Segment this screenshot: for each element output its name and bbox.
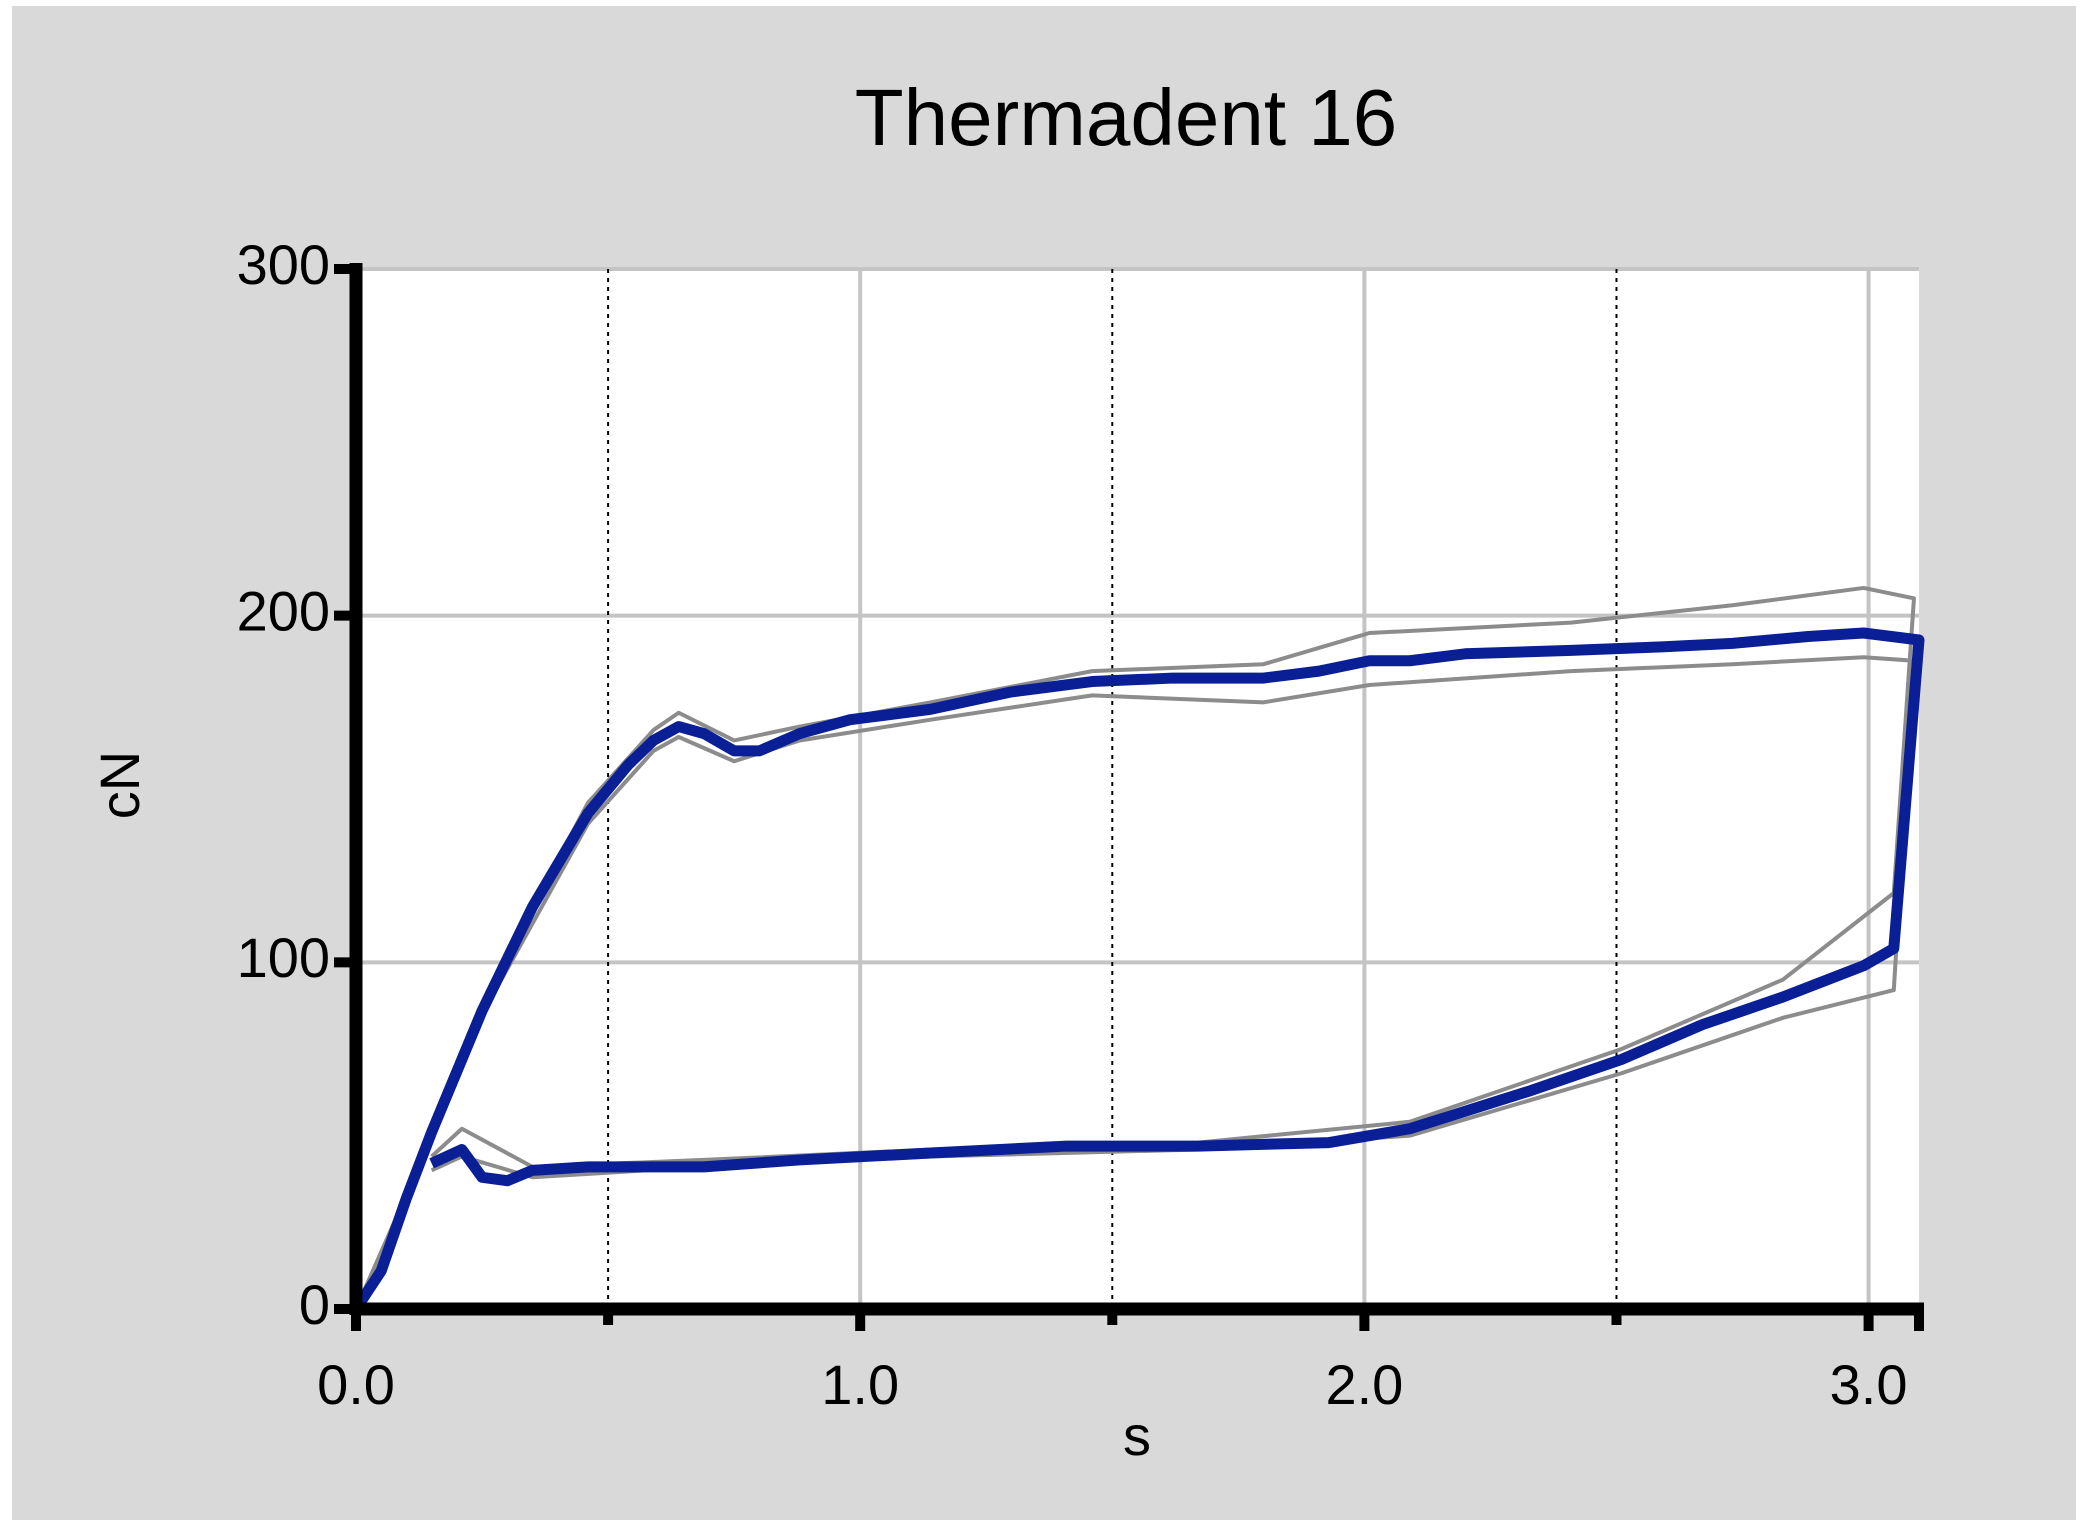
y-axis-label: cN	[88, 751, 151, 819]
x-tick-label: 2.0	[1325, 1353, 1403, 1416]
x-axis-label: s	[1123, 1404, 1151, 1467]
x-tick-label: 3.0	[1830, 1353, 1908, 1416]
y-tick-label: 200	[237, 579, 330, 642]
y-tick-label: 0	[299, 1273, 330, 1336]
x-tick-label: 0.0	[317, 1353, 395, 1416]
page: Thermadent 16 s cN 0 100 200 300 0.0 1.0 2.0 3.…	[0, 0, 2088, 1526]
y-tick-label: 300	[237, 233, 330, 296]
chart-title: Thermadent 16	[855, 73, 1398, 162]
y-tick-label: 100	[237, 926, 330, 989]
chart: Thermadent 16 s cN 0 100 200 300 0.0 1.0 2.0 3.…	[0, 0, 2088, 1526]
x-tick-label: 1.0	[821, 1353, 899, 1416]
